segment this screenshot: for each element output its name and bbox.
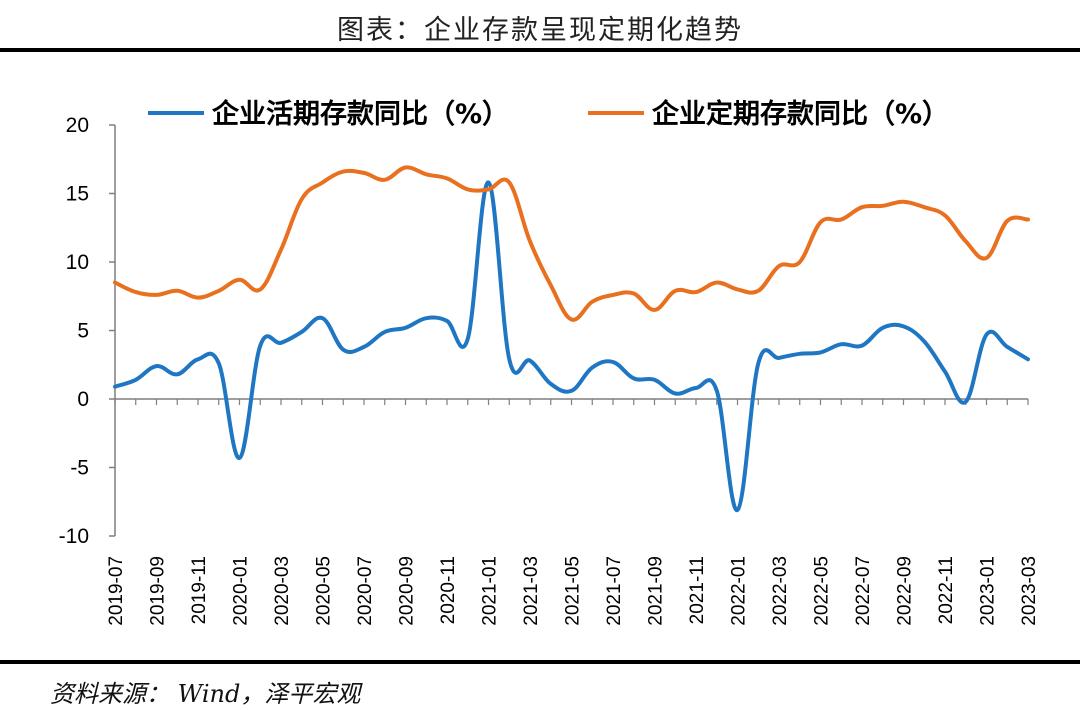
x-tick-label: 2021-03	[521, 556, 542, 626]
y-tick-label: 15	[66, 183, 89, 206]
source-note: 资料来源： Wind，泽平宏观	[50, 680, 361, 708]
y-tick-label: 0	[77, 388, 89, 411]
x-tick-label: 2022-07	[853, 556, 874, 626]
x-tick-label: 2020-03	[272, 556, 293, 626]
series-line-2	[113, 165, 1030, 322]
chart-title: 图表：企业存款呈现定期化趋势	[337, 15, 743, 46]
x-tick-label: 2021-09	[646, 556, 667, 626]
y-tick-label: 10	[66, 251, 89, 274]
legend-label-2: 企业定期存款同比（%）	[652, 98, 949, 130]
y-tick-label: 20	[66, 114, 89, 137]
x-tick-label: 2019-07	[106, 556, 127, 626]
x-tick-label: 2021-01	[480, 556, 501, 626]
x-tick-label: 2020-05	[314, 556, 335, 626]
y-tick-label: -5	[70, 457, 89, 480]
y-tick-label: -10	[59, 525, 89, 548]
top-rule	[0, 48, 1080, 52]
series-line-1	[113, 180, 1030, 513]
x-tick-label: 2020-09	[397, 556, 418, 626]
x-tick-label: 2020-11	[438, 556, 459, 624]
x-tick-label: 2021-05	[563, 556, 584, 626]
x-tick-label: 2022-01	[729, 556, 750, 626]
x-tick-label: 2022-09	[895, 556, 916, 626]
bottom-rule	[0, 660, 1080, 664]
x-tick-label: 2022-05	[812, 556, 833, 626]
x-tick-label: 2023-03	[1019, 556, 1040, 626]
x-tick-label: 2023-01	[978, 556, 999, 626]
x-tick-label: 2021-07	[604, 556, 625, 626]
chart-series	[113, 165, 1030, 513]
chart-legend: 企业活期存款同比（%） 企业定期存款同比（%）	[148, 98, 949, 130]
chart-axes: 20 15 10 5 0 -5 -10 2019-07 2019-09 2019-11 2020-0…	[59, 114, 1040, 626]
y-tick-label: 5	[77, 320, 89, 343]
x-tick-label: 2022-03	[770, 556, 791, 626]
x-tick-label: 2019-11	[189, 556, 210, 624]
x-tick-label: 2020-07	[355, 556, 376, 626]
x-tick-label: 2019-09	[148, 556, 169, 626]
x-tick-label: 2020-01	[231, 556, 252, 626]
x-tick-label: 2022-11	[936, 556, 957, 624]
x-tick-label: 2021-11	[687, 556, 708, 624]
line-chart: 20 15 10 5 0 -5 -10 2019-07 2019-09 2019-11 2020-0…	[59, 98, 1040, 626]
legend-label-1: 企业活期存款同比（%）	[212, 98, 509, 130]
